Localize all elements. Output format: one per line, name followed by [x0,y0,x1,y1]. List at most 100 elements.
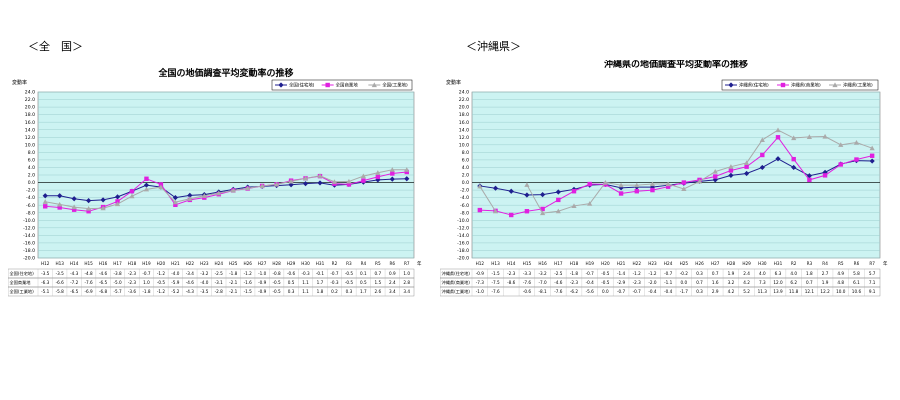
y-tick-label: 2.0 [462,173,469,179]
table-cell: -7.2 [70,280,79,285]
x-tick-label: H14 [507,261,516,266]
data-point [346,182,352,187]
y-tick-label: -2.0 [26,188,35,194]
y-tick-label: -6.0 [460,203,469,209]
y-tick-label: 12.0 [459,135,469,141]
table-cell: 2.8 [403,280,410,285]
data-point [744,170,750,177]
table-cell: -5.2 [171,289,180,294]
table-cell: -6.3 [41,280,50,285]
table-cell: -0.5 [273,289,282,294]
table-cell: 1.9 [822,280,829,285]
y-tick-label: 8.0 [28,150,35,156]
data-point [492,208,499,214]
table-cell: -0.5 [345,271,354,276]
data-point [201,193,207,198]
table-cell: -0.5 [345,280,354,285]
data-point [618,182,624,188]
data-point [274,181,280,187]
data-point [838,142,844,147]
table-cell: -4.0 [200,280,209,285]
table-cell: 1.8 [317,289,324,294]
table-cell: 4.0 [759,271,766,276]
legend-label: 沖縄県(工業地) [843,82,873,89]
table-cell: -0.4 [648,289,657,294]
data-point [477,207,483,213]
table-cell: -0.4 [664,289,673,294]
series-line [45,169,407,210]
table-cell: -6.5 [70,289,79,294]
x-tick-label: R4 [822,261,828,266]
table-cell: -1.4 [617,271,626,276]
table-cell: 13.9 [773,289,783,294]
y-tick-label: -8.0 [460,210,469,216]
data-point [775,156,781,162]
data-point [649,181,656,187]
y-tick-label: -14.0 [457,233,469,239]
data-point [791,135,797,141]
data-point [288,182,294,188]
data-point [634,182,640,188]
table-cell: 0.2 [331,289,338,294]
y-tick-label: 22.0 [25,97,35,103]
data-point [86,205,92,211]
data-point [712,169,718,174]
table-cell: 12.0 [773,280,783,285]
legend-marker [325,82,330,88]
data-point [634,189,639,194]
table-cell: -7.3 [476,280,485,285]
data-point [404,167,410,172]
x-tick-label: H28 [272,261,281,266]
table-cell: -6.8 [99,289,108,294]
data-point [375,177,381,183]
data-point [509,212,514,218]
x-tick-label: H31 [774,261,783,266]
legend-marker [371,82,377,88]
data-point [86,198,92,204]
table-cell: -5.1 [41,289,50,294]
legend-box [721,79,879,91]
x-tick-label: H23 [648,261,657,266]
table-cell: -0.6 [287,271,296,276]
table-cell: 4.9 [837,271,844,276]
x-tick-label: R7 [869,261,875,266]
table-cell: 0.3 [696,271,703,276]
table-row-label: 全国(工業地) [10,288,35,295]
table-cell: -0.9 [258,289,267,294]
table-cell: 5.8 [853,271,860,276]
data-point [524,182,530,187]
table-cell: -2.3 [633,280,642,285]
x-tick-label: H18 [570,261,579,266]
table-cell: -0.5 [601,280,610,285]
x-tick-label: H30 [758,261,767,266]
table-cell: -2.1 [229,280,238,285]
x-unit-label: 年 [883,260,888,267]
table-cell: -0.9 [258,280,267,285]
table-cell: 5.7 [869,271,876,276]
y-tick-label: 4.0 [28,165,35,171]
y-tick-label: 10.0 [25,142,35,148]
table-cell: -0.5 [157,280,166,285]
table-row [439,277,881,288]
x-tick-label: H31 [316,261,325,266]
table-cell: 11.3 [758,289,768,294]
table-row [439,286,881,297]
x-tick-label: H13 [491,261,500,266]
y-tick-label: 0.0 [28,180,35,186]
data-point [71,196,77,202]
okinawa-chart-panel: 沖縄県の地価調査平均変動率の推移 変動率 -20.0 -18.0 -16.0 -14.0 -… [439,58,892,326]
data-point [571,189,577,194]
section-label-national: ＜全 国＞ [28,40,83,53]
table-cell: -1.0 [476,289,485,294]
data-point [744,160,750,166]
table-cell: -3.6 [128,289,137,294]
table-row [7,277,415,288]
x-tick-label: H24 [215,261,224,266]
y-tick-label: 4.0 [462,165,469,171]
series-line [479,136,873,216]
table-cell: -4.6 [186,280,195,285]
table-cell: -2.1 [229,289,238,294]
table-row-label: 沖縄県(工業地) [442,288,471,295]
y-axis-label: 変動率 [12,79,27,86]
